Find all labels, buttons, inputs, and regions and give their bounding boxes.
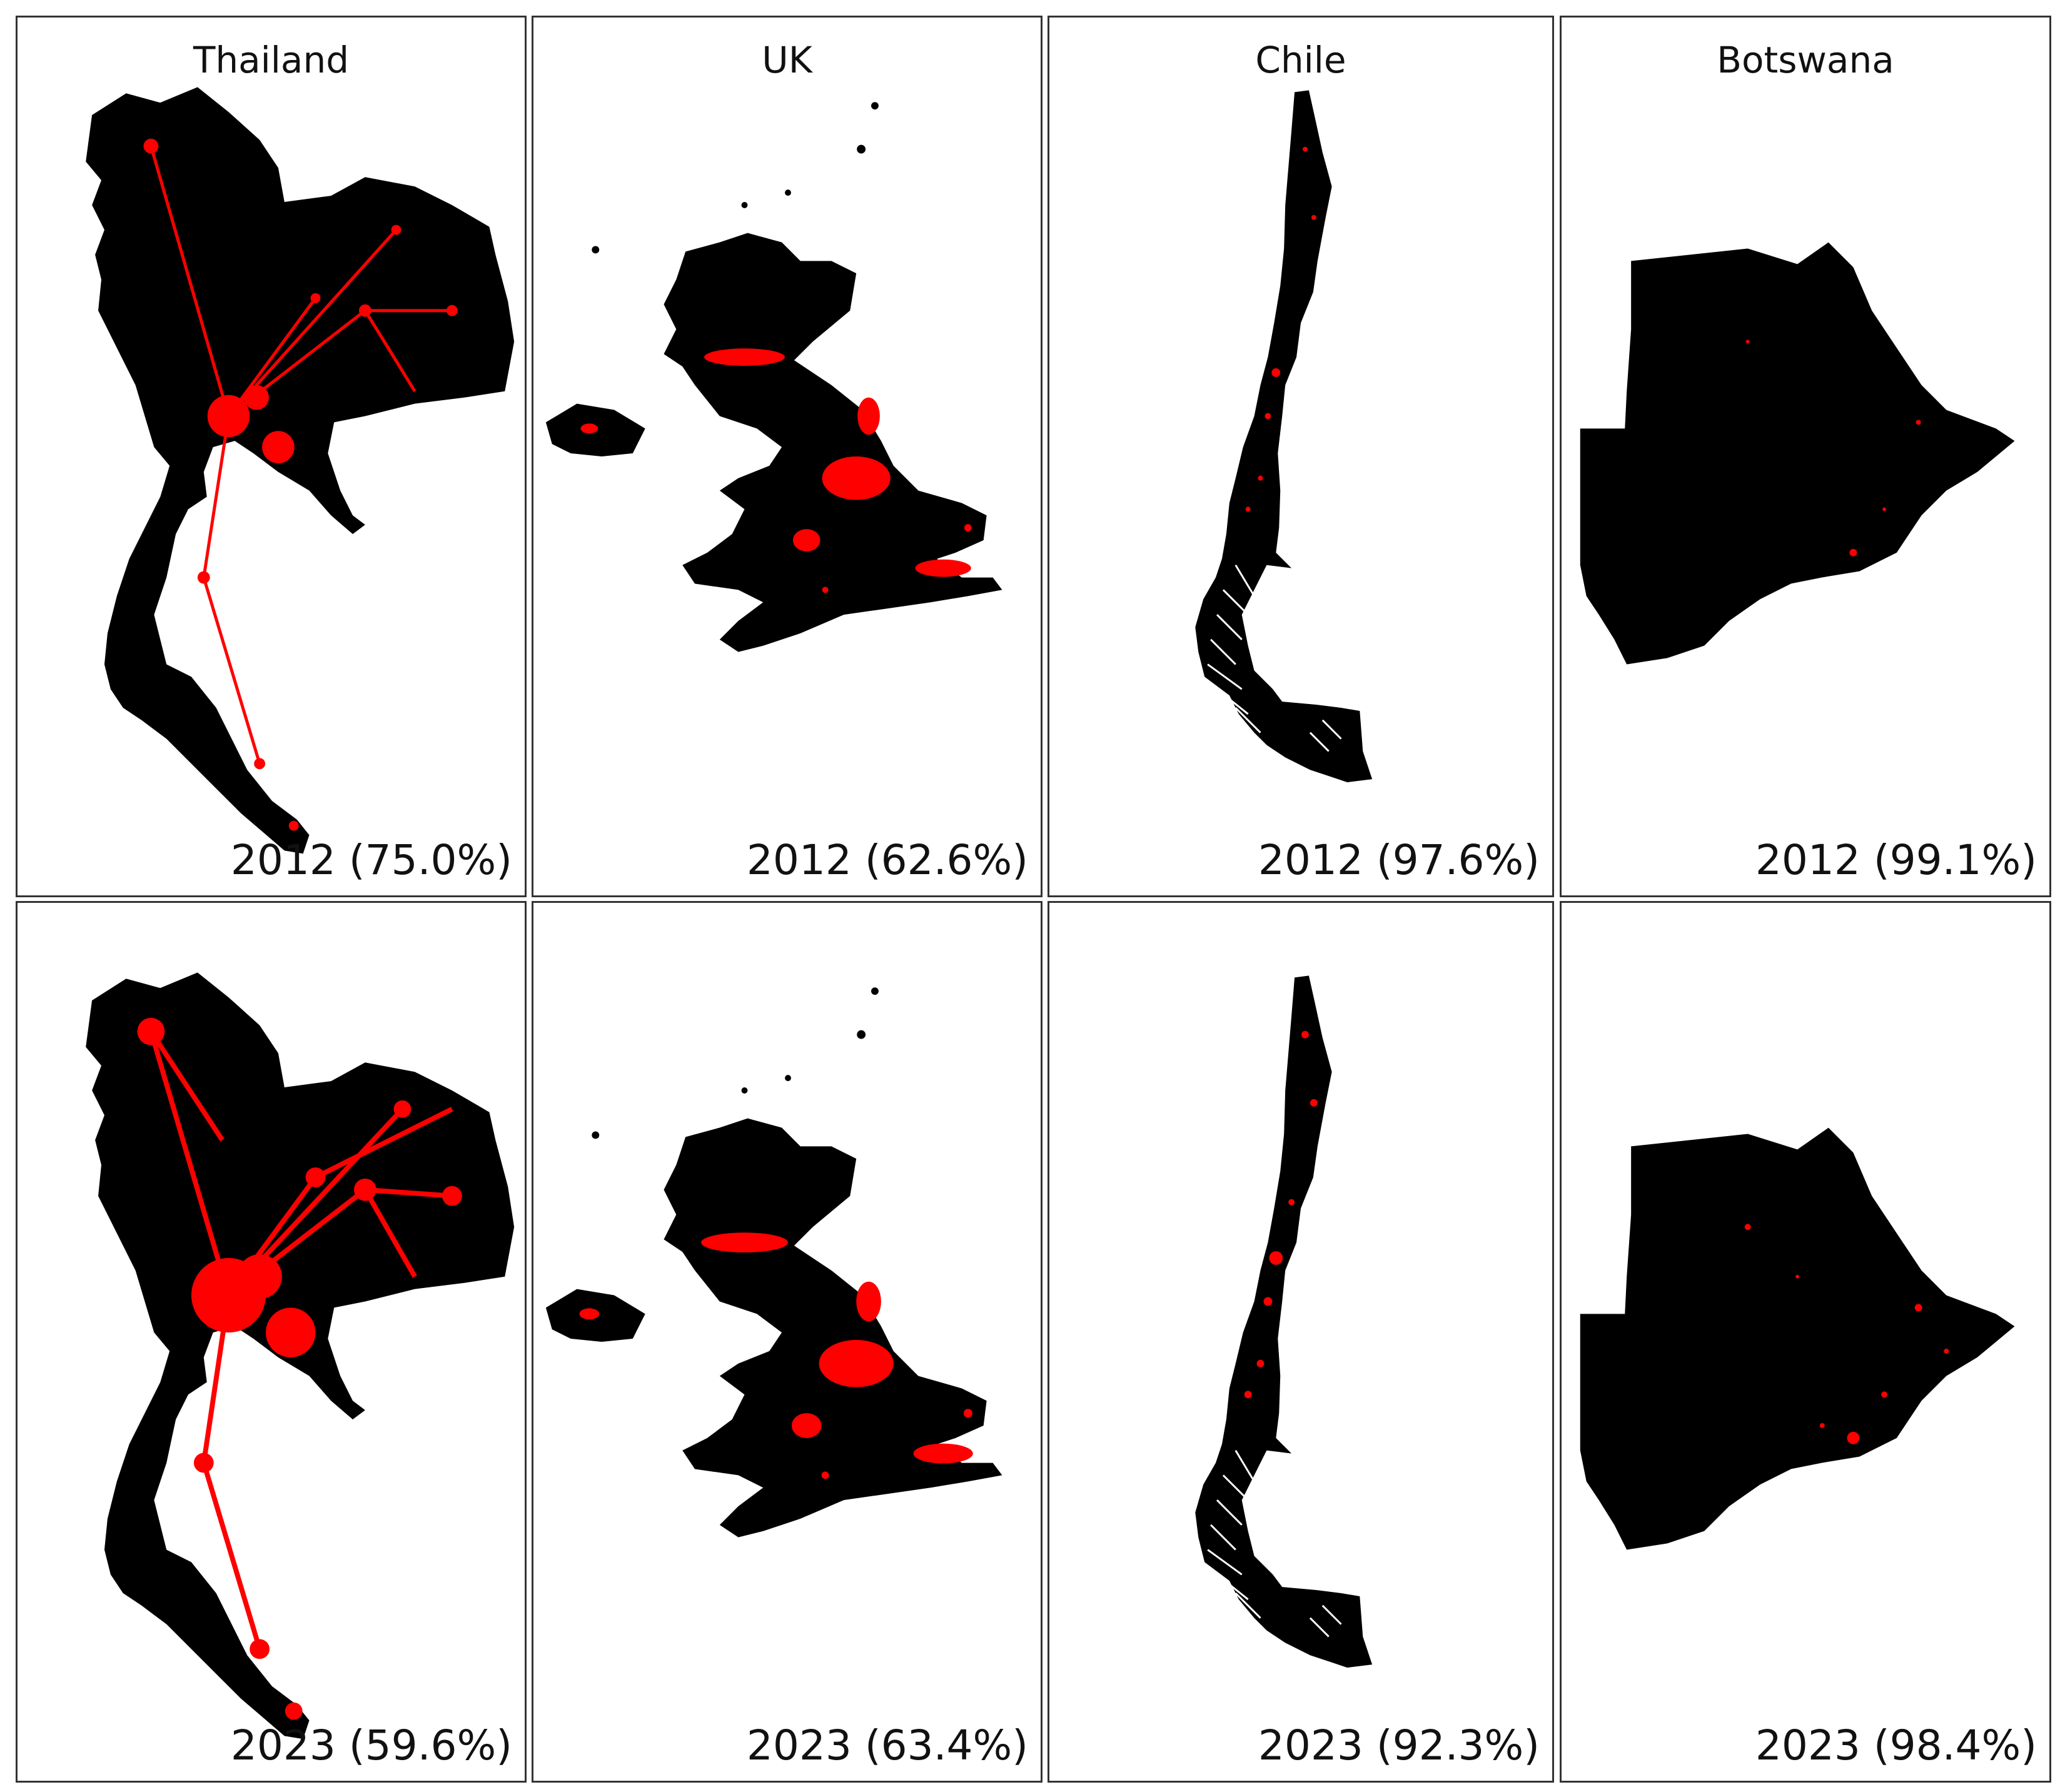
chile-landmass [1195, 90, 1373, 783]
panel-botswana-2023: 2023 (98.4%) [1560, 901, 2051, 1783]
chile-2012-map [1195, 90, 1373, 783]
panel-chile-2012: Chile 2012 (97.6%) [1048, 16, 1554, 897]
gaborone-light [1849, 548, 1857, 556]
caption-botswana-2012: 2012 (99.1%) [1755, 836, 2037, 884]
thailand-2012-map [86, 87, 515, 854]
caption-thailand-2023: 2023 (59.6%) [230, 1721, 512, 1769]
botswana-2012-map [1580, 242, 2015, 665]
chile-landmass [1195, 975, 1373, 1668]
panel-botswana-2012: Botswana 2012 (99.1%) [1560, 16, 2051, 897]
panel-thailand-2023: 2023 (59.6%) [16, 901, 527, 1783]
caption-botswana-2023: 2023 (98.4%) [1755, 1721, 2037, 1769]
great-britain-landmass [664, 233, 1002, 652]
botswana-2023-map [1580, 1127, 2015, 1550]
caption-uk-2023: 2023 (63.4%) [746, 1721, 1028, 1769]
panel-chile-2023: 2023 (92.3%) [1048, 901, 1554, 1783]
chile-2023-map [1195, 975, 1373, 1668]
thailand-landmass [86, 972, 515, 1739]
panel-thailand-2012: Thailand 2012 (75.0%) [16, 16, 527, 897]
uk-2023-map [545, 987, 1002, 1538]
country-title-thailand: Thailand [193, 39, 350, 81]
panel-uk-2012: UK 2012 (62.6%) [532, 16, 1043, 897]
caption-thailand-2012: 2012 (75.0%) [230, 836, 512, 884]
gaborone-light [1847, 1431, 1860, 1444]
great-britain-landmass [664, 1118, 1002, 1538]
uk-2012-map [545, 102, 1002, 652]
thailand-landmass [86, 87, 515, 854]
caption-uk-2012: 2012 (62.6%) [746, 836, 1028, 884]
thailand-2023-map [86, 972, 515, 1739]
shetland-islands [871, 987, 879, 995]
country-title-botswana: Botswana [1717, 39, 1894, 81]
botswana-landmass [1580, 242, 2015, 665]
panel-uk-2023: 2023 (63.4%) [532, 901, 1043, 1783]
country-title-uk: UK [762, 39, 812, 81]
country-title-chile: Chile [1255, 39, 1346, 81]
caption-chile-2023: 2023 (92.3%) [1258, 1721, 1540, 1769]
botswana-landmass [1580, 1127, 2015, 1550]
caption-chile-2012: 2012 (97.6%) [1258, 836, 1540, 884]
shetland-islands [871, 102, 879, 110]
